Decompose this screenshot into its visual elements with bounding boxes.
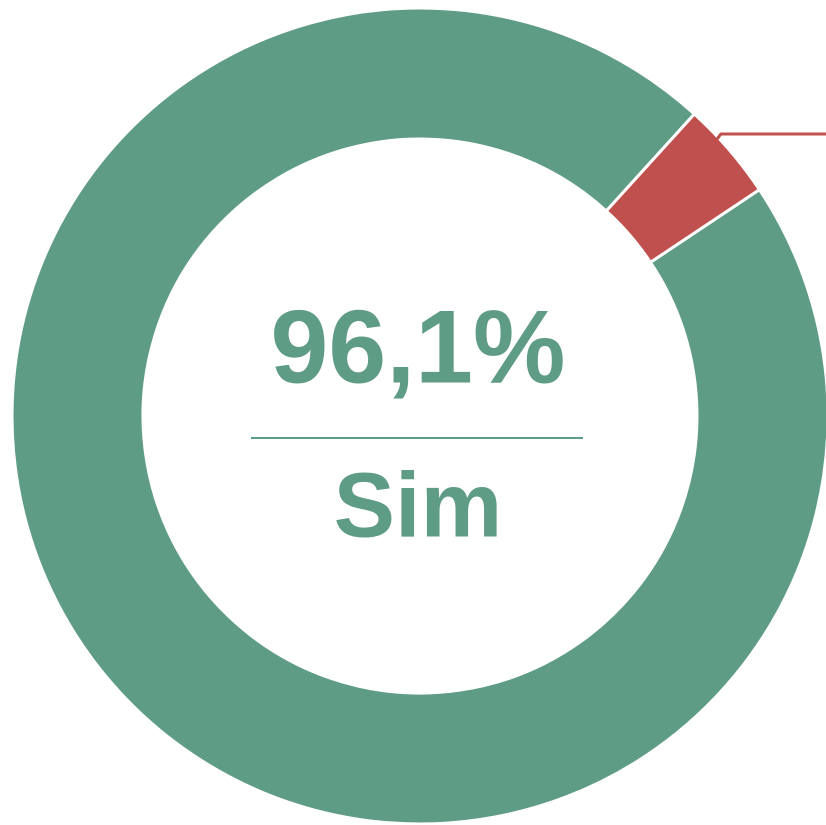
slice	[604, 111, 762, 265]
slice	[10, 6, 826, 825]
slices	[10, 6, 826, 825]
leader-line	[713, 132, 826, 143]
center-label: Sim	[334, 454, 503, 556]
center-value: 96,1%	[271, 289, 566, 405]
